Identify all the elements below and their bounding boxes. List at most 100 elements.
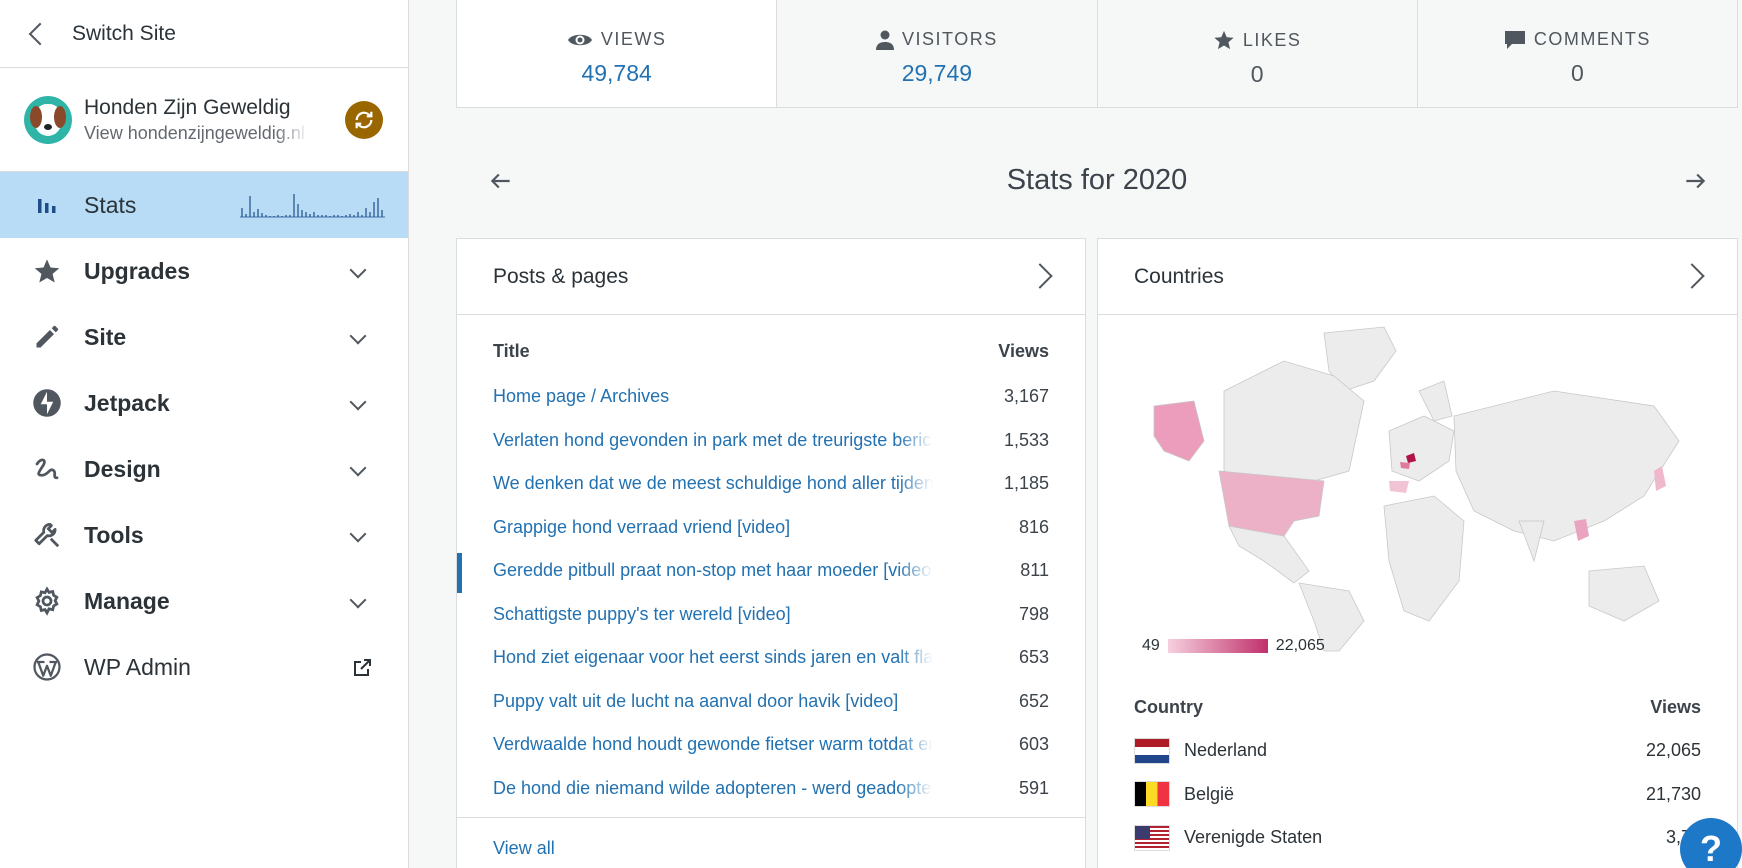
country-name: Nederland <box>1184 740 1268 761</box>
flag-usa-icon <box>1134 824 1170 851</box>
map-region <box>1228 525 1310 584</box>
tab-likes[interactable]: LIKES 0 <box>1098 0 1418 107</box>
table-row[interactable]: De hond die niemand wilde adopteren - we… <box>457 767 1085 811</box>
chevron-right-icon[interactable] <box>1027 263 1053 289</box>
table-row[interactable]: Puppy valt uit de lucht na aanval door h… <box>457 680 1085 724</box>
chevron-down-icon[interactable] <box>349 525 367 543</box>
chevron-down-icon[interactable] <box>349 591 367 609</box>
country-views: 21,730 <box>1645 783 1701 804</box>
map-region-alaska <box>1153 400 1205 462</box>
sidebar-item-label: Manage <box>84 587 170 614</box>
countries-header[interactable]: Countries <box>1098 239 1737 315</box>
table-row[interactable]: Grappige hond verraad vriend [video] 816 <box>457 506 1085 550</box>
post-title-link[interactable]: Home page / Archives <box>493 386 670 407</box>
map-region-thailand <box>1574 519 1589 541</box>
post-title-link[interactable]: We denken dat we de meest schuldige hond… <box>493 473 933 494</box>
countries-table-header: Country Views <box>1134 697 1701 721</box>
post-title-link[interactable]: Geredde pitbull praat non-stop met haar … <box>493 560 933 581</box>
post-title-link[interactable]: De hond die niemand wilde adopteren - we… <box>493 777 933 798</box>
wrench-icon <box>32 520 62 550</box>
sidebar-item-tools[interactable]: Tools <box>0 502 408 568</box>
map-region-usa <box>1218 470 1325 537</box>
map-region-spain <box>1389 481 1409 493</box>
flag-belgium-icon <box>1134 781 1170 808</box>
tab-visitors[interactable]: VISITORS 29,749 <box>777 0 1098 107</box>
visitors-value: 29,749 <box>901 60 973 86</box>
pencil-icon <box>32 322 62 352</box>
star-icon <box>32 256 62 286</box>
help-button[interactable]: ? <box>1680 818 1742 868</box>
sidebar-item-stats[interactable]: Stats <box>0 172 408 238</box>
countries-heading: Countries <box>1134 264 1224 288</box>
sidebar-item-site[interactable]: Site <box>0 304 408 370</box>
comments-label: COMMENTS <box>1533 29 1651 49</box>
col-views: Views <box>998 341 1049 361</box>
map-region-netherlands <box>1406 453 1416 463</box>
country-views: 22,065 <box>1645 740 1701 761</box>
period-navigator: Stats for 2020 <box>456 158 1738 208</box>
countries-table: Country Views Nederland 22,065 België 21… <box>1134 697 1701 860</box>
table-row[interactable]: Schattigste puppy's ter wereld [video] 79… <box>457 593 1085 637</box>
stats-main: VIEWS 49,784 VISITORS 29,749 LIKES 0 COM… <box>409 0 1742 868</box>
table-row[interactable]: Verdwaalde hond houdt gewonde fietser wa… <box>457 723 1085 767</box>
arrow-right-icon[interactable] <box>1682 168 1708 194</box>
chevron-down-icon[interactable] <box>349 261 367 279</box>
posts-list: Home page / Archives 3,167 Verlaten hond … <box>457 375 1085 810</box>
legend-gradient <box>1167 639 1268 653</box>
post-title-link[interactable]: Verdwaalde hond houdt gewonde fietser wa… <box>493 734 933 755</box>
chevron-right-icon[interactable] <box>1679 263 1705 289</box>
post-title-link[interactable]: Schattigste puppy's ter wereld [video] <box>493 603 791 624</box>
table-row[interactable]: Geredde pitbull praat non-stop met haar … <box>457 549 1085 593</box>
table-row[interactable]: We denken dat we de meest schuldige hond… <box>457 462 1085 506</box>
chevron-left-icon <box>28 22 52 45</box>
table-row: Verenigde Staten 3,72 <box>1134 816 1701 860</box>
post-views: 1,533 <box>1003 429 1049 450</box>
sync-icon[interactable] <box>345 101 383 139</box>
tab-views[interactable]: VIEWS 49,784 <box>457 0 778 107</box>
posts-pages-header[interactable]: Posts & pages <box>457 239 1085 315</box>
tab-comments[interactable]: COMMENTS 0 <box>1418 0 1737 107</box>
arrow-left-icon[interactable] <box>488 168 514 194</box>
world-map[interactable] <box>1134 321 1694 661</box>
chevron-down-icon[interactable] <box>349 327 367 345</box>
sidebar: Switch Site Honden Zijn Geweldig View ho… <box>0 0 409 868</box>
col-views: Views <box>1650 697 1701 717</box>
map-region <box>1298 582 1365 652</box>
view-all-link[interactable]: View all <box>457 817 1085 868</box>
sidebar-item-label: Site <box>84 323 127 350</box>
comment-icon <box>1504 30 1525 49</box>
posts-pages-heading: Posts & pages <box>493 264 629 288</box>
likes-label: LIKES <box>1242 29 1302 50</box>
site-url-link[interactable]: View hondenzijngeweldig.nl <box>84 122 305 143</box>
table-row[interactable]: Home page / Archives 3,167 <box>457 375 1085 419</box>
table-row[interactable]: Verlaten hond gevonden in park met de tr… <box>457 419 1085 463</box>
sidebar-item-upgrades[interactable]: Upgrades <box>0 238 408 304</box>
sidebar-item-design[interactable]: Design <box>0 436 408 502</box>
table-row[interactable]: Hond ziet eigenaar voor het eerst sinds … <box>457 636 1085 680</box>
site-card[interactable]: Honden Zijn Geweldig View hondenzijngewe… <box>0 68 408 172</box>
star-icon <box>1214 30 1234 50</box>
sidebar-item-jetpack[interactable]: Jetpack <box>0 370 408 436</box>
post-title-link[interactable]: Verlaten hond gevonden in park met de tr… <box>493 429 933 450</box>
map-region <box>1388 415 1455 482</box>
map-region-japan <box>1654 466 1666 491</box>
col-country: Country <box>1134 697 1203 717</box>
post-title-link[interactable]: Puppy valt uit de lucht na aanval door h… <box>493 690 899 711</box>
sidebar-item-manage[interactable]: Manage <box>0 568 408 634</box>
person-icon <box>876 30 895 50</box>
site-avatar <box>24 95 72 144</box>
post-views: 653 <box>1018 647 1049 668</box>
legend-min: 49 <box>1142 637 1160 654</box>
post-title-link[interactable]: Hond ziet eigenaar voor het eerst sinds … <box>493 647 933 668</box>
chevron-down-icon[interactable] <box>349 459 367 477</box>
posts-pages-card: Posts & pages Title Views Home page / Ar… <box>456 238 1086 868</box>
sidebar-item-label: Upgrades <box>84 257 191 284</box>
post-title-link[interactable]: Grappige hond verraad vriend [video] <box>493 516 791 537</box>
chevron-down-icon[interactable] <box>349 393 367 411</box>
sidebar-item-wp-admin[interactable]: WP Admin <box>0 634 408 700</box>
gear-icon <box>32 586 62 616</box>
post-views: 603 <box>1018 734 1049 755</box>
table-row: Nederland 22,065 <box>1134 729 1701 773</box>
external-link-icon[interactable] <box>350 656 374 680</box>
switch-site-button[interactable]: Switch Site <box>0 0 408 68</box>
